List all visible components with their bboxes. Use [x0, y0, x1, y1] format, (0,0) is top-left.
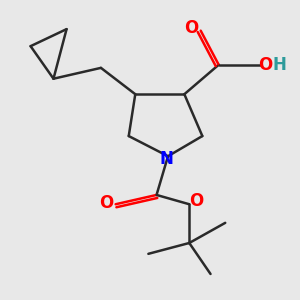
Text: O: O [258, 56, 273, 74]
Text: O: O [189, 192, 204, 210]
Text: N: N [159, 150, 173, 168]
Text: O: O [99, 194, 113, 212]
Text: O: O [184, 19, 198, 37]
Text: H: H [273, 56, 287, 74]
